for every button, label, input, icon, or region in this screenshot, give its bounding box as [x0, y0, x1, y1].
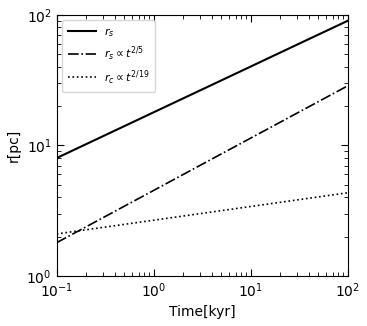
$r_s$: [195, 90, 199, 94]
X-axis label: Time[kyr]: Time[kyr]: [169, 305, 235, 319]
$r_c \propto t^{2/19}$: [338, 192, 343, 196]
$r_c \propto t^{2/19}$: [195, 212, 199, 216]
$r_s$: [54, 156, 59, 160]
Y-axis label: r[pc]: r[pc]: [7, 129, 21, 162]
$r_s \propto t^{2/5}$: [228, 147, 232, 151]
$r_s$: [193, 91, 197, 95]
$r_s \propto t^{2/5}$: [293, 112, 297, 116]
$r_s$: [228, 74, 232, 78]
$r_c \propto t^{2/19}$: [212, 210, 216, 214]
$r_s \propto t^{2/5}$: [54, 241, 59, 244]
Line: $r_s$: $r_s$: [57, 21, 348, 158]
$r_s \propto t^{2/5}$: [212, 156, 216, 160]
$r_s \propto t^{2/5}$: [338, 88, 343, 92]
$r_s$: [338, 22, 343, 26]
Line: $r_c \propto t^{2/19}$: $r_c \propto t^{2/19}$: [57, 193, 348, 234]
Legend: $r_s$, $r_s \propto t^{2/5}$, $r_c \propto t^{2/19}$: $r_s$, $r_s \propto t^{2/5}$, $r_c \prop…: [62, 20, 156, 92]
Line: $r_s \propto t^{2/5}$: $r_s \propto t^{2/5}$: [57, 86, 348, 243]
$r_c \propto t^{2/19}$: [54, 232, 59, 236]
$r_s$: [293, 44, 297, 48]
$r_s$: [345, 19, 350, 23]
$r_c \propto t^{2/19}$: [345, 191, 350, 195]
$r_s \propto t^{2/5}$: [195, 165, 199, 169]
$r_c \propto t^{2/19}$: [193, 213, 197, 216]
$r_c \propto t^{2/19}$: [293, 198, 297, 202]
$r_s$: [212, 82, 216, 86]
$r_c \propto t^{2/19}$: [228, 207, 232, 211]
$r_s \propto t^{2/5}$: [193, 166, 197, 170]
$r_s \propto t^{2/5}$: [345, 84, 350, 88]
